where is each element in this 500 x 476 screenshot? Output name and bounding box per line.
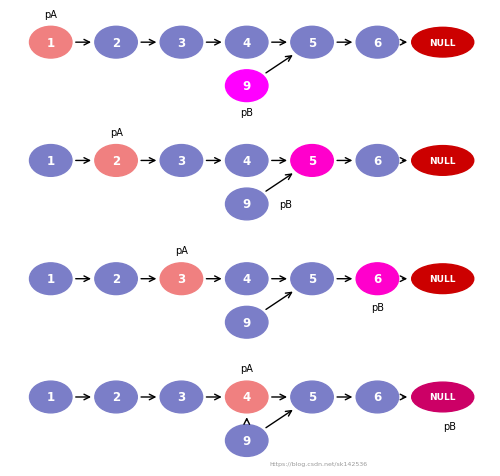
Text: pA: pA	[240, 364, 253, 374]
Text: 9: 9	[242, 434, 251, 447]
Text: 4: 4	[242, 391, 251, 404]
Text: 9: 9	[242, 316, 251, 329]
Text: pB: pB	[371, 303, 384, 313]
Ellipse shape	[226, 381, 268, 413]
Text: NULL: NULL	[430, 157, 456, 166]
Ellipse shape	[226, 188, 268, 220]
Text: 5: 5	[308, 391, 316, 404]
Ellipse shape	[226, 425, 268, 456]
Text: 3: 3	[178, 155, 186, 168]
Text: https://blog.csdn.net/sk142536: https://blog.csdn.net/sk142536	[270, 461, 368, 466]
Text: 2: 2	[112, 391, 120, 404]
Text: pA: pA	[44, 10, 57, 20]
Text: 1: 1	[46, 391, 55, 404]
Text: pA: pA	[175, 246, 188, 256]
Text: 6: 6	[374, 273, 382, 286]
Ellipse shape	[412, 146, 474, 176]
Ellipse shape	[30, 381, 72, 413]
Text: 3: 3	[178, 273, 186, 286]
Text: 1: 1	[46, 273, 55, 286]
Text: NULL: NULL	[430, 39, 456, 48]
Text: 5: 5	[308, 37, 316, 50]
Text: 5: 5	[308, 155, 316, 168]
Text: 2: 2	[112, 273, 120, 286]
Ellipse shape	[160, 263, 202, 295]
Text: 4: 4	[242, 273, 251, 286]
Text: NULL: NULL	[430, 393, 456, 402]
Ellipse shape	[412, 382, 474, 412]
Text: 5: 5	[308, 273, 316, 286]
Ellipse shape	[291, 27, 334, 59]
Ellipse shape	[160, 145, 202, 177]
Text: pA: pA	[110, 128, 122, 138]
Text: pB: pB	[443, 421, 456, 431]
Text: 3: 3	[178, 37, 186, 50]
Ellipse shape	[226, 145, 268, 177]
Text: 2: 2	[112, 155, 120, 168]
Text: 3: 3	[178, 391, 186, 404]
Ellipse shape	[160, 381, 202, 413]
Ellipse shape	[30, 263, 72, 295]
Text: 2: 2	[112, 37, 120, 50]
Ellipse shape	[95, 381, 138, 413]
Ellipse shape	[30, 27, 72, 59]
Ellipse shape	[412, 264, 474, 294]
Ellipse shape	[291, 381, 334, 413]
Ellipse shape	[226, 70, 268, 102]
Text: 1: 1	[46, 155, 55, 168]
Ellipse shape	[95, 263, 138, 295]
Text: 9: 9	[242, 198, 251, 211]
Ellipse shape	[226, 307, 268, 338]
Ellipse shape	[291, 263, 334, 295]
Text: 4: 4	[242, 155, 251, 168]
Text: 6: 6	[374, 37, 382, 50]
Ellipse shape	[356, 27, 399, 59]
Ellipse shape	[30, 145, 72, 177]
Text: pB: pB	[240, 108, 253, 118]
Ellipse shape	[226, 263, 268, 295]
Text: 6: 6	[374, 391, 382, 404]
Ellipse shape	[356, 145, 399, 177]
Ellipse shape	[95, 27, 138, 59]
Text: 6: 6	[374, 155, 382, 168]
Text: 1: 1	[46, 37, 55, 50]
Ellipse shape	[291, 145, 334, 177]
Text: pB: pB	[280, 199, 292, 209]
Text: 9: 9	[242, 80, 251, 93]
Ellipse shape	[160, 27, 202, 59]
Text: 4: 4	[242, 37, 251, 50]
Text: NULL: NULL	[430, 275, 456, 284]
Ellipse shape	[95, 145, 138, 177]
Ellipse shape	[356, 263, 399, 295]
Ellipse shape	[412, 28, 474, 58]
Ellipse shape	[356, 381, 399, 413]
Ellipse shape	[226, 27, 268, 59]
